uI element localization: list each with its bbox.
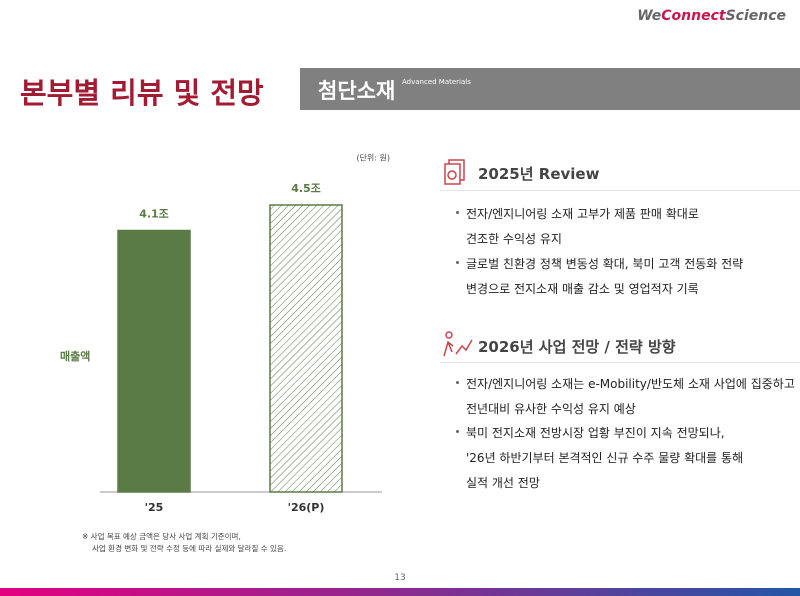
bullet-line: 전년대비 유사한 수익성 유지 예상: [466, 402, 636, 416]
bullet-line: 전자/엔지니어링 소재 고부가 제품 판매 확대로: [456, 207, 699, 221]
section-band: [300, 68, 800, 110]
logo-part: Connect: [661, 8, 726, 24]
page-number: 13: [394, 573, 406, 583]
unit-note: (단위: 원): [356, 153, 390, 163]
bullet-line: 글로벌 친환경 정책 변동성 확대, 북미 고객 전동화 전략: [455, 257, 744, 271]
footer-bar: [0, 588, 800, 596]
section-heading: 2025년 Review: [478, 165, 600, 183]
y-axis-label: 매출액: [60, 349, 90, 363]
x-tick-label: '26(P): [288, 501, 325, 514]
bar: [117, 229, 191, 493]
bullet-line: '26년 하반기부터 본격적인 신규 수주 물량 확대를 통해: [466, 451, 744, 465]
divider: [440, 190, 800, 191]
logo-part: We: [637, 8, 662, 24]
chart: (단위: 원) 매출액 4.1조 '25 4.5조 '26(P): [60, 153, 390, 515]
x-tick-label: '25: [145, 501, 164, 514]
bullet-line: 전자/엔지니어링 소재는 e-Mobility/반도체 소재 사업에 집중하고: [456, 377, 795, 391]
bullet-line: 변경으로 전지소재 매출 감소 및 영업적자 기록: [466, 282, 699, 296]
bullet-line: 북미 전지소재 전방시장 업황 부진이 지속 전망되나,: [456, 426, 725, 440]
bullet-line: 견조한 수익성 유지: [466, 232, 562, 246]
footnote-line: 사업 환경 변화 및 전략 수정 등에 따라 실제와 달라질 수 있음.: [92, 544, 287, 553]
footnote-line: ※ 사업 목표 예상 금액은 당사 사업 계획 기준이며,: [82, 532, 241, 541]
section-heading: 2026년 사업 전망 / 전략 방향: [478, 338, 676, 356]
section-subtitle: Advanced Materials: [402, 78, 471, 86]
footnote: ※ 사업 목표 예상 금액은 당사 사업 계획 기준이며, 사업 환경 변화 및…: [82, 531, 286, 555]
logo: WeConnectScience: [637, 8, 786, 24]
value-label: 4.5조: [291, 182, 321, 195]
bar: [269, 204, 343, 493]
value-label: 4.1조: [139, 208, 169, 221]
divider: [440, 362, 800, 363]
outlook-icon: [443, 331, 473, 357]
logo-part: Science: [725, 8, 786, 24]
review-icon: [444, 159, 465, 185]
bullet-line: 실적 개선 전망: [466, 476, 540, 490]
section-title: 첨단소재: [318, 79, 396, 103]
page-title: 본부별 리뷰 및 전망: [20, 76, 264, 110]
